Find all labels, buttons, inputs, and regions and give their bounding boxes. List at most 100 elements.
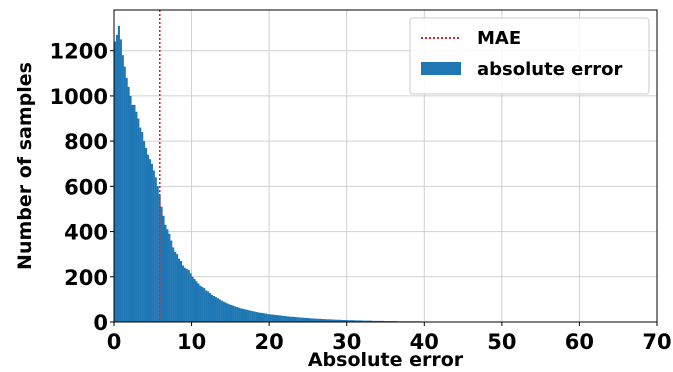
histogram-bar xyxy=(276,315,279,322)
histogram-bar xyxy=(273,314,276,322)
histogram-bar xyxy=(346,320,349,322)
histogram-bar xyxy=(315,318,318,322)
x-tick-label: 40 xyxy=(410,330,439,354)
histogram-bar xyxy=(340,319,343,322)
histogram-bar xyxy=(207,291,210,322)
histogram-bar xyxy=(179,260,183,322)
histogram-bar xyxy=(307,318,311,322)
histogram-bar xyxy=(323,319,326,322)
histogram-bar xyxy=(148,159,151,322)
histogram-bar xyxy=(224,302,227,322)
legend-error-label: absolute error xyxy=(477,59,623,80)
legend-box xyxy=(409,17,650,95)
histogram-bar xyxy=(199,285,202,322)
histogram-bar xyxy=(305,317,309,322)
histogram-bar xyxy=(150,163,153,322)
legend-error-swatch xyxy=(421,62,461,75)
histogram-bar xyxy=(187,270,190,322)
histogram-bar xyxy=(311,318,314,322)
histogram-bar xyxy=(172,247,175,322)
histogram-bar xyxy=(125,77,128,323)
histogram-bar xyxy=(154,177,157,322)
histogram-bar xyxy=(226,303,229,322)
histogram-bar xyxy=(203,288,206,322)
histogram-bar xyxy=(170,240,173,322)
histogram-bar xyxy=(234,306,237,322)
histogram-bar xyxy=(210,294,214,322)
histogram-bar xyxy=(300,317,303,322)
histogram-bar xyxy=(185,268,188,322)
histogram-bar xyxy=(274,314,278,322)
histogram-bar xyxy=(319,318,322,322)
histogram-bar xyxy=(166,229,169,322)
histogram-bar xyxy=(117,25,120,323)
histogram-bar xyxy=(183,267,186,322)
y-tick-label: 1200 xyxy=(50,40,108,64)
histogram-bar xyxy=(366,320,369,322)
histogram-bar xyxy=(292,316,295,322)
histogram-bar xyxy=(241,308,245,322)
histogram-bar xyxy=(280,315,283,322)
histogram-bar xyxy=(240,308,243,322)
histogram-bar xyxy=(143,141,146,322)
histogram-bar xyxy=(290,316,293,322)
histogram-bar xyxy=(284,316,287,322)
histogram-bar xyxy=(218,299,221,322)
histogram-bar xyxy=(137,118,140,323)
y-tick-label: 600 xyxy=(64,175,108,199)
legend-mae-label: MAE xyxy=(477,28,521,49)
histogram-bar xyxy=(317,318,320,322)
histogram-bar xyxy=(257,312,260,322)
histogram-bar xyxy=(174,251,177,322)
histogram-bar xyxy=(245,309,248,322)
x-tick-label: 0 xyxy=(107,330,122,354)
histogram-bar xyxy=(119,39,122,323)
y-tick-label: 400 xyxy=(64,221,108,245)
histogram-bar xyxy=(121,55,124,322)
x-tick-label: 50 xyxy=(487,330,516,354)
histogram-bar xyxy=(350,320,353,322)
histogram-bar xyxy=(127,86,130,322)
histogram-bar xyxy=(247,310,250,322)
histogram-bar xyxy=(271,314,274,322)
histogram-bar xyxy=(373,320,376,322)
histogram-bar xyxy=(325,319,328,322)
histogram-bar xyxy=(152,170,155,322)
histogram-bar xyxy=(243,309,247,322)
histogram-bar xyxy=(335,319,338,322)
histogram-bar xyxy=(381,320,384,322)
histogram-bar xyxy=(214,297,217,322)
x-tick-label: 70 xyxy=(642,330,671,354)
histogram-bar xyxy=(368,320,371,322)
histogram-bar xyxy=(123,66,126,323)
x-ticks: 0 10 20 30 40 50 60 70 xyxy=(107,322,672,354)
histogram-bar xyxy=(193,279,196,322)
histogram-bar xyxy=(362,320,365,322)
histogram-bar xyxy=(131,104,134,323)
histogram-bar xyxy=(228,304,231,322)
histogram-bar xyxy=(160,206,163,322)
histogram-bar xyxy=(331,319,334,322)
histogram-bar xyxy=(114,41,117,323)
histogram-bar xyxy=(236,307,239,322)
histogram-bar xyxy=(269,314,272,322)
histogram-bar xyxy=(354,320,357,322)
histogram-bar xyxy=(342,319,345,322)
y-tick-label: 1000 xyxy=(50,85,108,109)
histogram-bar xyxy=(321,319,324,322)
histogram-bar xyxy=(375,320,378,322)
histogram-bar xyxy=(267,314,270,322)
histogram-bar xyxy=(209,293,212,322)
histogram-bar xyxy=(253,311,256,322)
y-tick-label: 0 xyxy=(93,311,108,335)
histogram-bar xyxy=(249,310,252,322)
histogram-bar xyxy=(379,320,382,322)
histogram-bar xyxy=(263,313,266,322)
histogram-bar xyxy=(358,320,361,322)
histogram-bar xyxy=(304,317,307,322)
histogram-bar xyxy=(220,300,223,322)
histogram-bar xyxy=(205,290,208,322)
histogram-bar xyxy=(333,319,336,322)
histogram-bar xyxy=(162,215,165,322)
